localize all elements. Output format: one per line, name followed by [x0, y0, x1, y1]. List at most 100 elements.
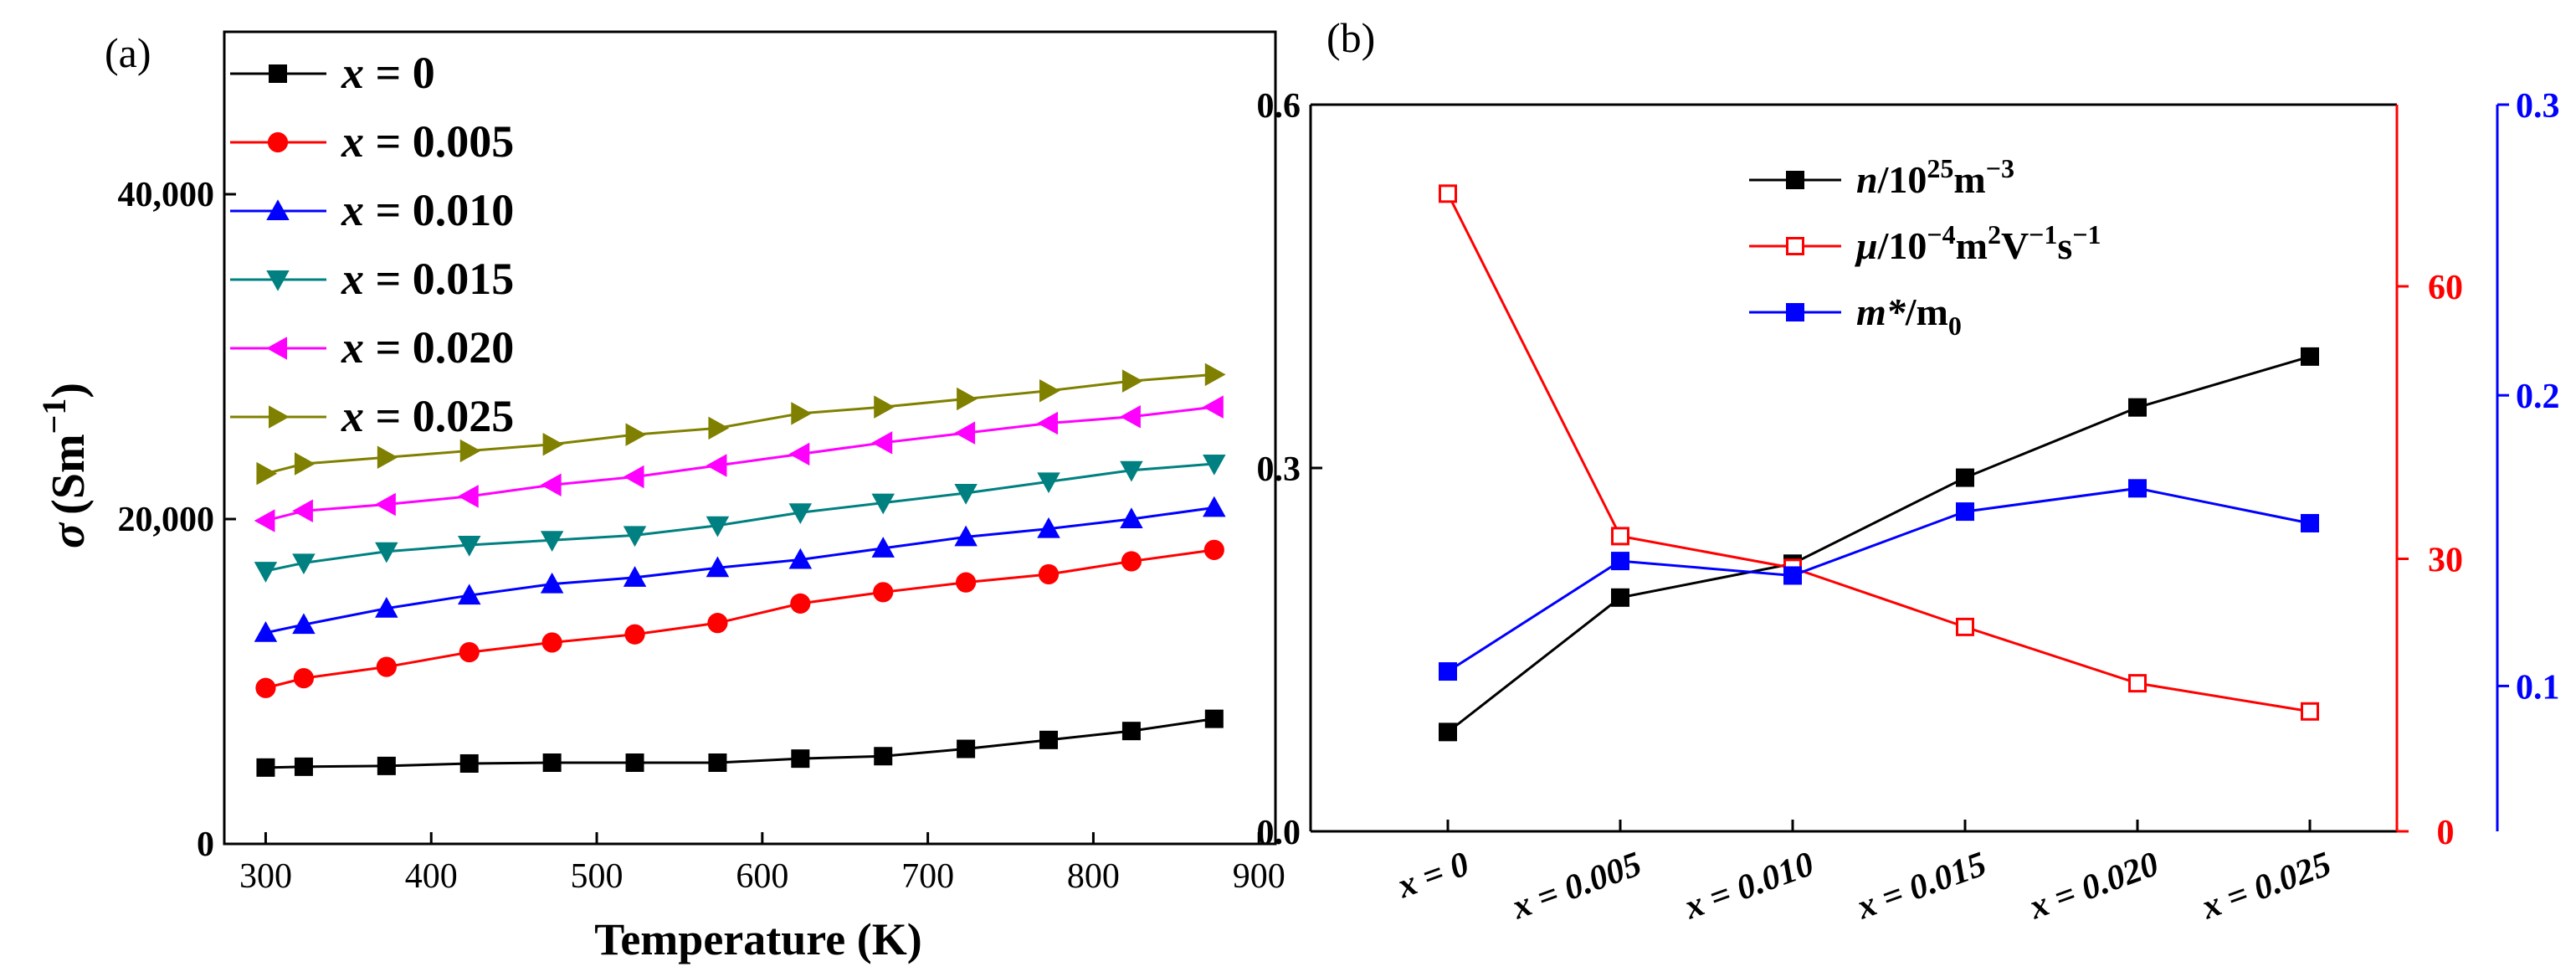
- data-point: [292, 499, 313, 523]
- data-point: [2128, 398, 2147, 417]
- data-point: [1783, 566, 1802, 585]
- right-y-tick-label: 60: [2428, 269, 2463, 307]
- y-tick-label: 40,000: [118, 176, 215, 214]
- series-10-4-m-2v-1s-1: [1439, 184, 2319, 721]
- data-point: [256, 461, 278, 486]
- legend-label: x = 0.020: [341, 322, 514, 373]
- y-tick-label: 20,000: [118, 501, 215, 539]
- data-point: [457, 536, 481, 557]
- legend-marker: [1786, 303, 1804, 321]
- series-x-0: [256, 709, 1224, 777]
- data-point: [1037, 411, 1059, 435]
- legend-val: = 0.010: [364, 185, 514, 235]
- legend-entry-x-0-005: x = 0.005: [230, 116, 514, 167]
- data-point: [540, 531, 564, 552]
- x-category-val: = 0.025: [2214, 845, 2337, 921]
- data-point: [254, 509, 275, 532]
- data-point: [2301, 513, 2319, 532]
- legend-label-part: m: [1953, 158, 1985, 201]
- data-point: [1439, 184, 1457, 203]
- data-point: [541, 632, 562, 653]
- data-point: [254, 562, 278, 583]
- data-point: [377, 445, 398, 470]
- right-y-tick-label: 30: [2428, 542, 2463, 580]
- legend-label: x = 0.015: [341, 254, 514, 304]
- legend-label-part: /m: [1905, 291, 1948, 333]
- data-point: [1439, 662, 1457, 681]
- series-x-0-025: [256, 363, 1226, 486]
- legend-label: n/1025​m−3​: [1856, 153, 2014, 201]
- data-point: [788, 548, 813, 569]
- data-point: [791, 402, 813, 425]
- data-point: [957, 387, 978, 411]
- data-point: [540, 473, 562, 497]
- data-point: [708, 416, 730, 440]
- x-tick-label: 800: [1067, 857, 1120, 896]
- data-point: [1121, 551, 1142, 572]
- legend-label: m*/m0​: [1856, 291, 1962, 341]
- legend-entry-x-0-010: x = 0.010: [230, 185, 514, 235]
- data-point: [1037, 517, 1060, 538]
- legend-marker: [269, 64, 287, 83]
- right-y-tick-label: 0: [2437, 814, 2455, 852]
- data-point: [624, 624, 645, 645]
- data-point: [375, 596, 398, 618]
- data-point: [1204, 363, 1226, 387]
- legend-val: = 0.015: [364, 254, 514, 304]
- data-point: [457, 584, 481, 605]
- series-line: [265, 717, 1215, 769]
- data-point: [1611, 588, 1629, 607]
- data-point: [375, 542, 398, 563]
- outer-y-tick-label: 0.1: [2516, 668, 2560, 707]
- legend-var: x: [341, 254, 364, 304]
- data-point: [459, 439, 481, 463]
- legend-marker: [266, 337, 287, 360]
- legend-label: x = 0.005: [341, 116, 514, 167]
- left-y-tick-label: 0.3: [1257, 450, 1301, 489]
- panel-label: (a): [105, 29, 151, 76]
- x-category-val: = 0.020: [2041, 845, 2164, 921]
- left-y-tick-label: 0.6: [1257, 87, 1301, 126]
- legend-label-part: −3: [1986, 153, 2014, 183]
- legend-label-part: −1: [2029, 219, 2057, 249]
- data-point: [376, 656, 397, 677]
- data-point: [874, 747, 893, 766]
- y-axis-label: σ (Sm−1): [35, 383, 95, 548]
- series-x-0-005: [255, 539, 1224, 698]
- data-point: [623, 526, 647, 548]
- left-y-tick-label: 0.0: [1257, 814, 1301, 852]
- data-point: [1120, 507, 1143, 528]
- data-point: [2301, 347, 2319, 366]
- series-line: [265, 548, 1215, 690]
- legend-label-part: V: [2001, 224, 2029, 267]
- legend-label: x = 0.010: [341, 185, 514, 235]
- series-x-0-010: [254, 496, 1226, 642]
- legend-label-part: s: [2057, 224, 2072, 267]
- data-point: [1439, 722, 1457, 742]
- data-point: [294, 757, 313, 776]
- data-point: [254, 621, 278, 642]
- data-point: [1120, 405, 1141, 429]
- legend-label: x = 0.025: [341, 391, 514, 441]
- data-point: [540, 572, 564, 594]
- data-point: [957, 739, 976, 758]
- legend-label-part: 25: [1927, 153, 1953, 183]
- series-line: [265, 462, 1214, 573]
- x-tick-label: 300: [239, 857, 292, 896]
- data-point: [542, 753, 562, 772]
- data-point: [1037, 472, 1060, 494]
- data-point: [1038, 563, 1060, 585]
- data-point: [954, 525, 978, 547]
- data-point: [542, 433, 564, 456]
- data-point: [873, 582, 894, 603]
- data-point: [706, 454, 727, 477]
- legend-label: x = 0: [341, 48, 435, 98]
- x-category-val: = 0.010: [1696, 845, 1819, 921]
- series-line: [1447, 486, 2311, 673]
- legend-val: = 0: [364, 48, 435, 98]
- plot-frame: [223, 30, 1277, 846]
- data-point: [790, 593, 811, 614]
- data-point: [1039, 378, 1060, 403]
- y-tick-label: 0: [197, 825, 214, 864]
